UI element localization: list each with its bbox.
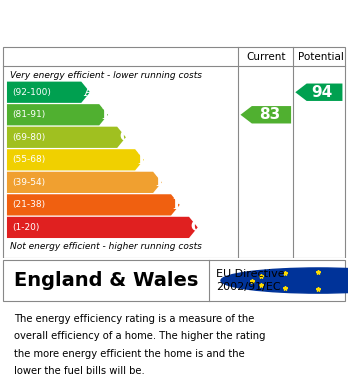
Text: B: B bbox=[101, 108, 114, 122]
Polygon shape bbox=[7, 104, 108, 126]
Polygon shape bbox=[7, 194, 180, 215]
Text: E: E bbox=[155, 175, 166, 189]
Text: (69-80): (69-80) bbox=[12, 133, 46, 142]
Text: Energy Efficiency Rating: Energy Efficiency Rating bbox=[14, 13, 261, 32]
Polygon shape bbox=[7, 149, 144, 170]
Text: England & Wales: England & Wales bbox=[14, 271, 198, 290]
Text: Very energy efficient - lower running costs: Very energy efficient - lower running co… bbox=[10, 71, 203, 80]
Text: The energy efficiency rating is a measure of the: The energy efficiency rating is a measur… bbox=[14, 314, 254, 324]
Circle shape bbox=[221, 268, 348, 293]
Text: 2002/91/EC: 2002/91/EC bbox=[216, 282, 280, 292]
Polygon shape bbox=[240, 106, 291, 124]
Text: (39-54): (39-54) bbox=[12, 178, 45, 187]
Text: G: G bbox=[191, 221, 204, 235]
Text: Current: Current bbox=[246, 52, 286, 62]
Text: Potential: Potential bbox=[298, 52, 343, 62]
Text: C: C bbox=[119, 130, 131, 144]
Polygon shape bbox=[7, 127, 126, 148]
Polygon shape bbox=[7, 217, 198, 238]
Text: 83: 83 bbox=[259, 107, 280, 122]
Polygon shape bbox=[295, 84, 342, 101]
Polygon shape bbox=[7, 82, 90, 103]
Text: 94: 94 bbox=[312, 85, 333, 100]
Text: F: F bbox=[173, 198, 184, 212]
Text: overall efficiency of a home. The higher the rating: overall efficiency of a home. The higher… bbox=[14, 331, 266, 341]
Text: (81-91): (81-91) bbox=[12, 110, 46, 119]
Text: A: A bbox=[83, 85, 95, 99]
Text: Not energy efficient - higher running costs: Not energy efficient - higher running co… bbox=[10, 242, 202, 251]
Text: (92-100): (92-100) bbox=[12, 88, 51, 97]
Polygon shape bbox=[7, 172, 162, 193]
Text: EU Directive: EU Directive bbox=[216, 269, 284, 279]
Text: the more energy efficient the home is and the: the more energy efficient the home is an… bbox=[14, 349, 245, 359]
Text: (55-68): (55-68) bbox=[12, 155, 46, 164]
Text: (21-38): (21-38) bbox=[12, 200, 45, 209]
Text: D: D bbox=[137, 153, 150, 167]
Text: lower the fuel bills will be.: lower the fuel bills will be. bbox=[14, 366, 145, 377]
Text: (1-20): (1-20) bbox=[12, 223, 40, 232]
